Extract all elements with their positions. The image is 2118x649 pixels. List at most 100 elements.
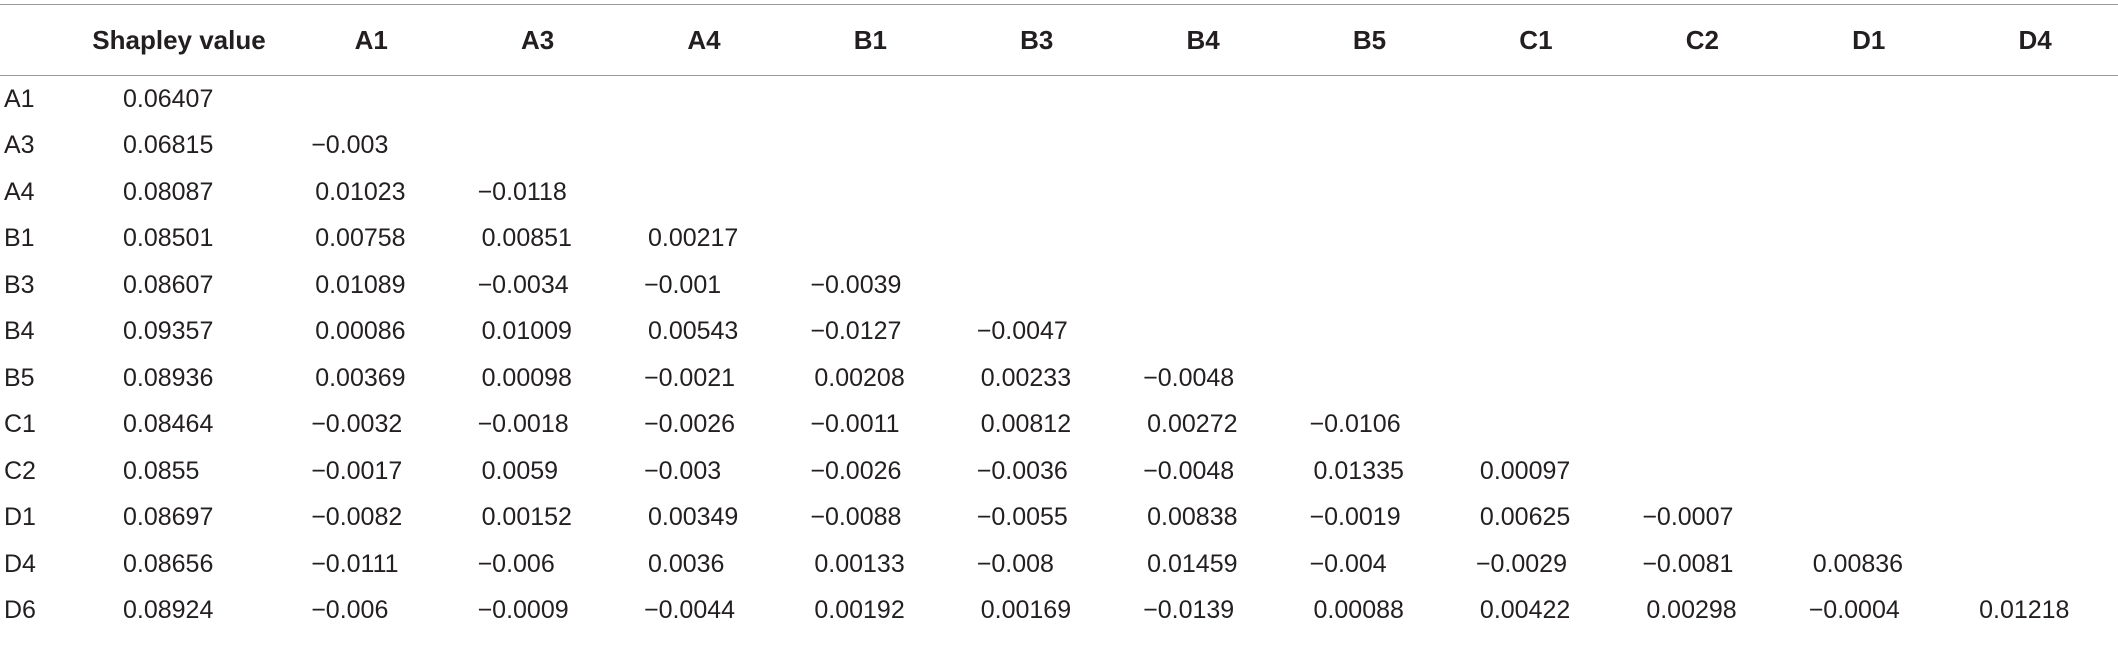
cell-value: −0.0034 — [477, 270, 569, 299]
table-row: A1 0.06407 — [0, 76, 2118, 123]
table-cell — [787, 216, 953, 263]
header-cell: B3 — [1020, 24, 1054, 55]
table-cell — [1952, 169, 2118, 216]
table-cell: −0.0026 — [787, 448, 953, 495]
cell-value: 0.00233 — [980, 363, 1072, 392]
table-cell: 0.00097 — [1453, 448, 1619, 495]
table-cell: 0.00233 — [954, 355, 1120, 402]
cell-value: 0.00369 — [315, 363, 406, 392]
table-cell: −0.0048 — [1120, 355, 1286, 402]
cell-value: −0.0139 — [1143, 596, 1235, 625]
table-cell — [454, 76, 620, 123]
table-cell: −0.0106 — [1286, 402, 1452, 449]
table-cell: 0.00208 — [787, 355, 953, 402]
cell-value: −0.0026 — [643, 410, 736, 439]
header-cell: B1 — [853, 24, 887, 55]
header-cell: B5 — [1352, 24, 1387, 55]
table-row: B4 0.09357 0.00086 0.01009 0.00543 −0.0127 −0.… — [0, 309, 2118, 356]
cell-value: 0.00098 — [481, 363, 572, 392]
row-label: D1 — [4, 503, 36, 532]
header-cell: D1 — [1852, 24, 1886, 55]
table-cell: −0.0047 — [954, 309, 1120, 356]
cell-value: 0.01089 — [315, 270, 406, 299]
table-cell: 0.08924 — [70, 588, 288, 635]
table-cell — [621, 123, 787, 170]
cell-value: −0.0048 — [1143, 363, 1235, 392]
table-cell: −0.0044 — [621, 588, 787, 635]
cell-value: 0.08656 — [123, 549, 214, 578]
table-cell: −0.003 — [621, 448, 787, 495]
table-cell — [1619, 169, 1785, 216]
table-header: Shapley value A1 A3 A4 B1 B3 B4 B5 C1 C2 D1 D4 — [0, 4, 2118, 76]
table-cell: 0.00369 — [288, 355, 454, 402]
cell-value: 0.08607 — [123, 270, 214, 299]
table-cell — [1619, 262, 1785, 309]
table-cell: 0.00152 — [454, 495, 620, 542]
cell-value: 0.08924 — [123, 596, 214, 625]
header-cell: A1 — [354, 24, 388, 55]
header-cell-empty — [0, 5, 70, 76]
cell-value: 0.00097 — [1479, 456, 1571, 485]
cell-value: 0.00298 — [1646, 596, 1737, 625]
row-label: B3 — [4, 270, 35, 299]
cell-value: −0.0081 — [1642, 549, 1734, 578]
cell-value: −0.0017 — [311, 456, 403, 485]
cell-value: −0.0032 — [311, 410, 403, 439]
cell-value: −0.0009 — [477, 596, 569, 625]
table-cell: 0.01089 — [288, 262, 454, 309]
table-cell: 0.06407 — [70, 76, 288, 123]
table-cell: 0.00272 — [1120, 402, 1286, 449]
table-cell — [1952, 448, 2118, 495]
cell-value: 0.0855 — [123, 456, 200, 485]
table-cell — [1286, 169, 1452, 216]
table-cell — [1619, 448, 1785, 495]
cell-value: 0.00838 — [1147, 503, 1238, 532]
cell-value: 0.09357 — [123, 317, 214, 346]
table-cell: −0.0055 — [954, 495, 1120, 542]
table-row: C1 0.08464 −0.0032 −0.0018 −0.0026 −0.0011 0.0… — [0, 402, 2118, 449]
cell-value: −0.0127 — [810, 317, 902, 346]
table-row: A4 0.08087 0.01023 −0.0118 — [0, 169, 2118, 216]
table-cell: −0.0111 — [288, 541, 454, 588]
cell-value: −0.0044 — [643, 596, 736, 625]
table-cell — [1786, 262, 1952, 309]
table-cell: 0.08656 — [70, 541, 288, 588]
table-cell — [1786, 309, 1952, 356]
table-cell: 0.00192 — [787, 588, 953, 635]
cell-value: −0.0118 — [477, 177, 567, 206]
cell-value: −0.0018 — [477, 410, 569, 439]
table-cell — [1952, 495, 2118, 542]
table-cell — [1286, 216, 1452, 263]
table-cell: 0.0059 — [454, 448, 620, 495]
table-cell: −0.0009 — [454, 588, 620, 635]
table-cell — [787, 123, 953, 170]
table-cell: −0.0034 — [454, 262, 620, 309]
row-label: A3 — [4, 131, 35, 160]
table-cell — [1952, 402, 2118, 449]
header-cell: C1 — [1519, 24, 1553, 55]
table-cell — [1453, 76, 1619, 123]
cell-value: −0.0047 — [976, 317, 1068, 346]
cell-value: 0.01009 — [481, 317, 572, 346]
table-cell — [954, 76, 1120, 123]
cell-value: −0.0029 — [1475, 549, 1567, 578]
table-cell — [1619, 76, 1785, 123]
table-cell: −0.0039 — [787, 262, 953, 309]
table-cell: −0.008 — [954, 541, 1120, 588]
row-label: A1 — [4, 84, 35, 113]
cell-value: −0.0055 — [976, 503, 1068, 532]
cell-value: −0.0106 — [1309, 410, 1401, 439]
table-cell: −0.0139 — [1120, 588, 1286, 635]
table-cell: −0.004 — [1286, 541, 1452, 588]
table-cell: 0.00836 — [1786, 541, 1952, 588]
cell-value: 0.00217 — [647, 224, 739, 253]
cell-value: 0.00088 — [1313, 596, 1404, 625]
table-cell: 0.00086 — [288, 309, 454, 356]
table-row: D4 0.08656 −0.0111 −0.006 0.0036 0.00133 −0.00… — [0, 541, 2118, 588]
table-cell: −0.0127 — [787, 309, 953, 356]
cell-value: 0.01218 — [1979, 596, 2070, 625]
table-cell: −0.0032 — [288, 402, 454, 449]
table-cell — [1619, 402, 1785, 449]
table-cell: 0.01459 — [1120, 541, 1286, 588]
table-cell — [1286, 123, 1452, 170]
